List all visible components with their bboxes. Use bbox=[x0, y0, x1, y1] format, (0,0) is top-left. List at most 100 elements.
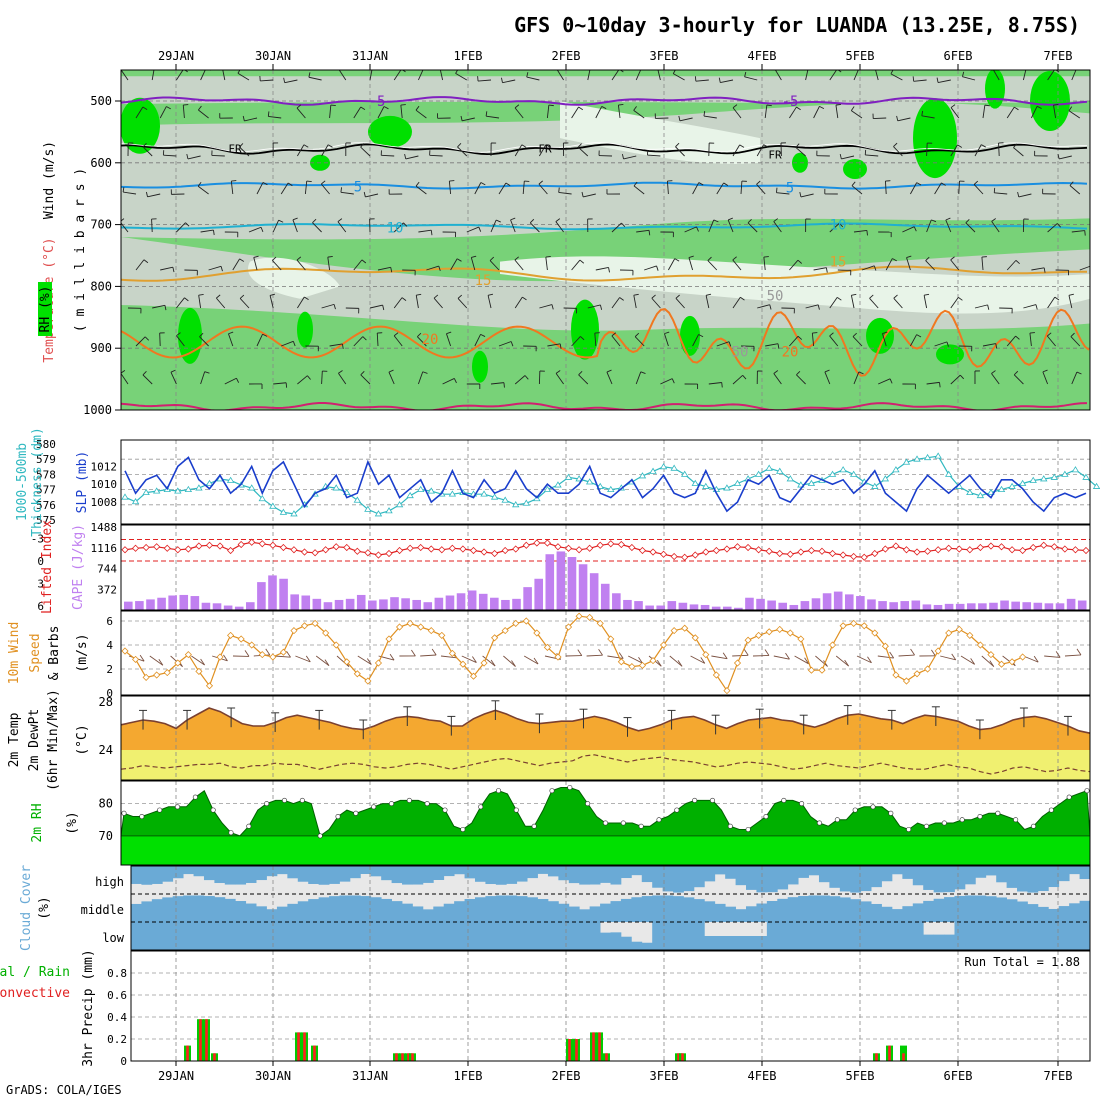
wind-barb bbox=[556, 70, 564, 81]
wind-barb bbox=[732, 107, 742, 119]
wind-barb bbox=[934, 182, 942, 195]
precip-panel-background bbox=[131, 951, 1090, 1061]
wind-barb bbox=[546, 105, 550, 119]
wind-barb-flag bbox=[260, 227, 264, 233]
cloud-low-bar bbox=[349, 922, 361, 950]
wind-barb-flag bbox=[548, 104, 554, 107]
cloud-high-bar bbox=[725, 866, 736, 879]
cloud-high-bar bbox=[266, 866, 278, 877]
wind-barb-flag bbox=[773, 218, 779, 222]
wind-barb-flag bbox=[176, 332, 181, 337]
wind-barb bbox=[720, 79, 734, 84]
cloud-low-bar bbox=[547, 922, 559, 950]
thickness-line-point bbox=[670, 464, 678, 471]
surface-wind-barb-flag bbox=[638, 656, 643, 664]
wind-barb-flag bbox=[839, 222, 844, 228]
cloud-low-bar bbox=[474, 922, 486, 950]
wind-barb bbox=[829, 335, 839, 347]
wind-barb bbox=[555, 373, 564, 385]
wind-barb bbox=[176, 297, 185, 309]
cloud-low-bar bbox=[923, 934, 935, 950]
cloud-low-bar bbox=[746, 936, 757, 950]
cloud-middle-bar bbox=[766, 900, 778, 922]
li-line-point bbox=[343, 543, 351, 552]
wind-barb-flag bbox=[744, 71, 747, 77]
wind-barb bbox=[151, 70, 155, 81]
wind-barb bbox=[538, 183, 548, 195]
wind-barb bbox=[611, 335, 621, 347]
wind-barb bbox=[455, 73, 468, 81]
wind-barb bbox=[965, 222, 976, 233]
cape-bar bbox=[978, 603, 987, 610]
precip-convective-bar bbox=[205, 1019, 208, 1061]
rh-point bbox=[157, 807, 163, 813]
cape-tick-label: 372 bbox=[97, 583, 117, 596]
wind-barb bbox=[1047, 296, 1056, 309]
wind-barb bbox=[329, 343, 343, 347]
wind-barb bbox=[757, 304, 770, 309]
rh-point bbox=[870, 804, 876, 810]
wind-speed-line-point bbox=[934, 647, 942, 655]
wind-barb-flag bbox=[619, 297, 624, 301]
thickness-line-point bbox=[892, 466, 900, 473]
wind-barb-flag bbox=[611, 332, 617, 337]
li-line-point bbox=[797, 548, 805, 556]
cloud-high-bar bbox=[996, 866, 1008, 883]
date-label-top: 6FEB bbox=[944, 49, 973, 63]
precip-convective-bar bbox=[605, 1053, 608, 1061]
wind-barb-flag bbox=[337, 218, 343, 223]
cloud-middle-bar bbox=[141, 901, 153, 922]
wind-speed-line-point bbox=[501, 627, 509, 635]
li-line-point bbox=[1061, 545, 1069, 553]
li-line-point bbox=[776, 549, 784, 558]
cloud-high-bar bbox=[985, 866, 997, 876]
wind-speed-line-point bbox=[227, 631, 235, 639]
cloud-high-bar bbox=[443, 866, 455, 877]
precip-tick-label: 0.4 bbox=[107, 1011, 127, 1024]
cloud-middle-bar bbox=[1017, 901, 1028, 922]
wind-barb bbox=[765, 343, 779, 347]
thickness-line-point bbox=[1061, 470, 1069, 477]
rh-point bbox=[335, 814, 341, 820]
wind-barb-flag bbox=[1070, 332, 1075, 337]
precip-convective-bar bbox=[902, 1053, 905, 1061]
wind-barb-flag bbox=[388, 369, 394, 373]
wind-barb-flag bbox=[945, 217, 951, 221]
cloud-middle-bar bbox=[860, 901, 872, 922]
cloud-middle-bar bbox=[985, 896, 997, 922]
wind-barb bbox=[514, 107, 524, 119]
date-label-bottom: 7FEB bbox=[1044, 1069, 1073, 1083]
li-line-point bbox=[195, 542, 203, 550]
wind-speed-line-point bbox=[322, 629, 330, 637]
wind-barb bbox=[197, 185, 209, 195]
wind-barb-flag bbox=[415, 105, 420, 111]
li-line-point bbox=[575, 546, 583, 554]
cloud-middle-bar bbox=[933, 898, 945, 922]
wind-barb bbox=[1047, 223, 1058, 233]
wind-barb bbox=[813, 106, 820, 119]
rh-point bbox=[442, 807, 448, 813]
rh-tick-label: 70 bbox=[99, 829, 113, 843]
wind-barb bbox=[514, 144, 523, 157]
thickness-line-point bbox=[1029, 476, 1037, 483]
li-line-point bbox=[839, 551, 847, 559]
wind-barb bbox=[732, 144, 741, 157]
surface-wind-barb bbox=[461, 655, 477, 663]
thickness-tick-label: 578 bbox=[36, 468, 56, 481]
rh-point bbox=[192, 794, 198, 800]
surface-wind-barb-flag bbox=[158, 658, 164, 666]
wind-panel-background bbox=[121, 611, 1090, 695]
cloud-low-bar bbox=[620, 936, 632, 950]
temp-tick-label: 24 bbox=[99, 743, 113, 757]
cloud-low-bar bbox=[391, 922, 403, 950]
wind-barb bbox=[829, 70, 838, 81]
rh-point bbox=[888, 810, 894, 816]
li-line-point bbox=[142, 543, 150, 552]
wind-barb-flag bbox=[1026, 67, 1031, 68]
wind-barb-flag bbox=[1029, 332, 1035, 334]
wind-speed-line-point bbox=[660, 641, 668, 649]
li-tick-label: 6 bbox=[37, 600, 44, 613]
wind-barb bbox=[418, 229, 432, 233]
wind-barb-flag bbox=[651, 294, 656, 299]
